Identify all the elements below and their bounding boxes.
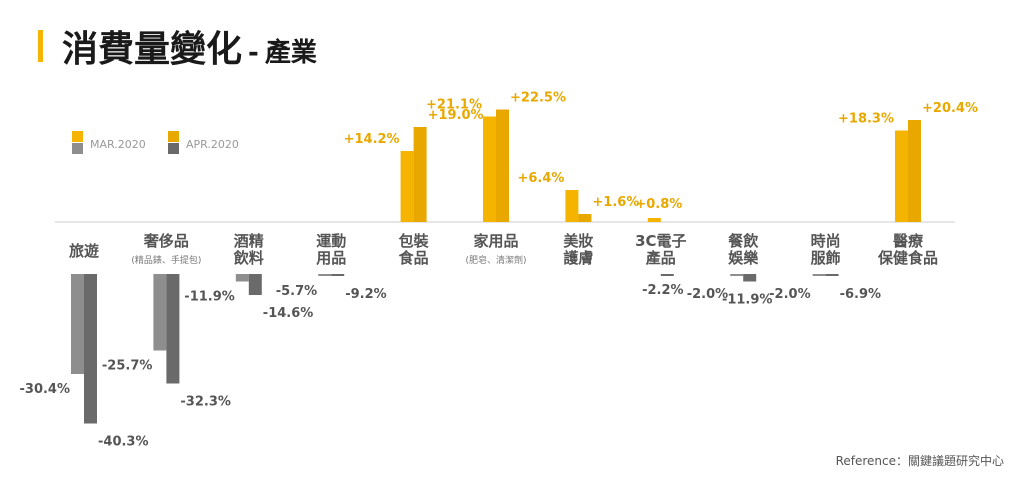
category-label: 服飾 [811,249,841,267]
title-main: 消費量變化 [62,29,243,70]
mar-bar [235,274,249,282]
category-label: 時尚 [811,232,841,250]
mar-bar [400,151,414,222]
category-label: 3C電子 [635,232,686,250]
page-title: 消費量變化 - 產業 [62,20,317,72]
title-separator: - [248,38,259,68]
apr-bar [660,274,674,276]
category-label: 飲料 [233,249,264,267]
legend-mar-label: MAR.2020 [90,138,146,151]
mar-bar [730,274,744,276]
mar-bar [483,116,496,222]
mar-bar [153,274,167,351]
apr-bar [166,274,180,384]
category-label: 家用品 [473,232,518,250]
apr-bar [743,274,757,282]
mar-data-label: -5.7% [276,284,317,299]
mar-data-label: -30.4% [20,382,71,397]
mar-bar [565,190,579,222]
mar-data-label: +18.3% [838,112,894,127]
apr-data-label: -14.6% [263,306,314,321]
legend-apr-label: APR.2020 [186,138,239,151]
apr-bar [248,274,262,295]
apr-bar [496,109,509,222]
apr-bar [578,214,592,222]
category-label: 保健食品 [877,249,938,267]
legend-apr-swatch-negative [168,143,179,154]
mar-bar [71,274,84,374]
mar-bar [318,274,332,276]
mar-data-label: -2.0% [687,287,728,302]
apr-bar [84,274,97,424]
apr-bar [908,120,921,222]
title-subtitle: 產業 [264,38,317,68]
legend-apr-swatch-positive [168,131,179,142]
apr-bar [825,274,839,276]
mar-data-label: +21.1% [426,98,482,113]
category-label: 用品 [316,249,346,267]
category-label: 醫療 [893,232,924,250]
category-label: 旅遊 [69,242,99,260]
apr-data-label: -2.2% [642,283,683,298]
mar-data-label: +0.8% [635,197,682,212]
category-label: 運動 [316,232,346,250]
apr-data-label: +22.5% [510,91,566,106]
title-accent-bar [38,30,43,62]
apr-data-label: -40.3% [98,435,149,450]
apr-data-label: +1.6% [592,195,639,210]
category-label: 娛樂 [727,249,759,267]
mar-data-label: +14.2% [344,132,400,147]
legend-mar-swatch-negative [72,143,83,154]
apr-data-label: +20.4% [922,101,978,116]
category-label: 美妝 [563,232,593,250]
category-label: 產品 [645,249,676,267]
apr-data-label: -9.2% [345,287,386,302]
category-label: 包裝 [399,232,430,250]
category-sublabel: (肥皂、清潔劑) [465,254,526,266]
apr-data-label: -11.9% [722,293,773,308]
mar-bar [647,218,661,222]
apr-data-label: -6.9% [840,287,881,302]
category-label: 酒精 [234,232,264,250]
apr-data-label: -32.3% [180,395,231,410]
mar-bar [812,274,826,276]
apr-bar [331,274,345,276]
mar-data-label: -25.7% [102,359,153,374]
mar-data-label: -11.9% [184,290,235,305]
category-label: 奢侈品 [143,232,189,250]
category-label: 食品 [399,249,429,267]
category-label: 護膚 [563,249,593,267]
category-sublabel: (精品錶、手提包) [131,254,201,266]
legend-mar-swatch-positive [72,131,83,142]
apr-data-label: +19.0% [428,108,484,123]
reference-note: Reference：關鍵議題研究中心 [835,454,1004,468]
apr-bar [413,127,427,222]
mar-bar [895,130,908,222]
mar-data-label: +6.4% [517,171,564,186]
category-label: 餐飲 [728,232,759,250]
mar-data-label: -2.0% [769,287,810,302]
